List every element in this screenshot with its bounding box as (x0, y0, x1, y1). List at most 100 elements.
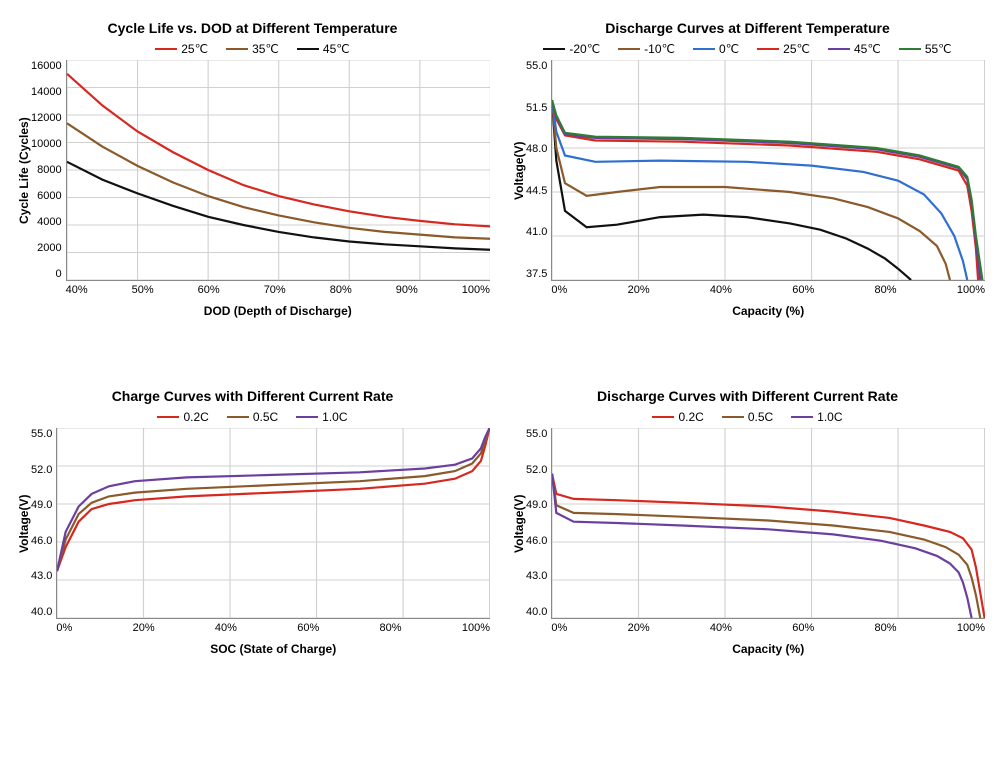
x-tick: 40% (66, 284, 88, 296)
legend-label: 1.0C (817, 410, 842, 424)
y-tick: 2000 (31, 242, 62, 254)
chart-title: Cycle Life vs. DOD at Different Temperat… (15, 20, 490, 36)
legend-swatch (828, 48, 850, 51)
x-tick: 20% (133, 622, 155, 634)
panel-discharge-temp: Discharge Curves at Different Temperatur… (510, 20, 985, 318)
legend-label: 45℃ (323, 42, 350, 56)
x-tick: 100% (957, 284, 985, 296)
legend-label: 0.2C (183, 410, 208, 424)
y-tick: 52.0 (526, 464, 547, 476)
x-tick: 70% (264, 284, 286, 296)
x-tick: 100% (462, 622, 490, 634)
legend-label: 25℃ (783, 42, 810, 56)
x-tick: 40% (710, 622, 732, 634)
legend-label: 0℃ (719, 42, 739, 56)
y-tick: 4000 (31, 216, 62, 228)
legend-item: 35℃ (226, 42, 279, 56)
x-axis-ticks: 0% 20% 40% 60% 80% 100% (56, 622, 490, 634)
legend-swatch (899, 48, 921, 51)
series-line (57, 428, 490, 571)
y-tick: 14000 (31, 86, 62, 98)
panel-cycle-life: Cycle Life vs. DOD at Different Temperat… (15, 20, 490, 318)
x-tick: 100% (957, 622, 985, 634)
discharge-temp-legend: -20℃ -10℃ 0℃ 25℃ 45℃ 55℃ (510, 42, 985, 56)
y-tick: 41.0 (526, 226, 547, 238)
y-axis-label: Voltage(V) (510, 428, 526, 619)
y-tick: 51.5 (526, 102, 547, 114)
x-tick: 60% (792, 622, 814, 634)
y-axis-ticks: 55.051.548.044.541.037.5 (526, 60, 551, 280)
legend-label: 35℃ (252, 42, 279, 56)
x-tick: 90% (396, 284, 418, 296)
y-tick: 12000 (31, 112, 62, 124)
legend-label: 1.0C (322, 410, 347, 424)
legend-item: 0℃ (693, 42, 739, 56)
chart-title: Charge Curves with Different Current Rat… (15, 388, 490, 404)
panel-discharge-rate: Discharge Curves with Different Current … (510, 388, 985, 686)
x-axis-ticks: 0%20%40%60%80%100% (551, 622, 985, 634)
legend-item: 0.5C (722, 410, 773, 424)
y-tick: 55.0 (31, 428, 52, 440)
legend-swatch (157, 416, 179, 419)
y-tick: 46.0 (526, 535, 547, 547)
legend-swatch (791, 416, 813, 419)
x-tick: 100% (462, 284, 490, 296)
x-tick: 60% (297, 622, 319, 634)
x-axis-ticks: 0%20%40%60%80%100% (551, 284, 985, 296)
legend-label: 0.5C (748, 410, 773, 424)
x-tick: 0% (551, 622, 567, 634)
y-tick: 40.0 (526, 606, 547, 618)
y-tick: 55.0 (526, 60, 547, 72)
y-tick: 37.5 (526, 268, 547, 280)
legend-item: 25℃ (757, 42, 810, 56)
y-tick: 43.0 (526, 570, 547, 582)
y-tick: 49.0 (31, 499, 52, 511)
chart-title: Discharge Curves at Different Temperatur… (510, 20, 985, 36)
series-line (57, 428, 490, 571)
plot-area (551, 428, 985, 619)
legend-swatch (543, 48, 565, 51)
legend-item: -20℃ (543, 42, 600, 56)
legend-label: 55℃ (925, 42, 952, 56)
series-line (552, 100, 911, 280)
legend-item: 1.0C (296, 410, 347, 424)
y-axis-label: Voltage(V) (510, 60, 526, 281)
y-axis-ticks: 1600014000120001000080006000400020000 (31, 60, 66, 280)
x-tick: 40% (710, 284, 732, 296)
y-axis-label: Voltage(V) (15, 428, 31, 619)
x-axis-label: DOD (Depth of Discharge) (66, 304, 490, 318)
y-tick: 40.0 (31, 606, 52, 618)
x-tick: 0% (551, 284, 567, 296)
legend-item: 25℃ (155, 42, 208, 56)
plot-area (56, 428, 490, 619)
series-line (552, 100, 950, 280)
x-tick: 0% (56, 622, 72, 634)
y-tick: 49.0 (526, 499, 547, 511)
legend-swatch (155, 48, 177, 51)
legend-swatch (297, 48, 319, 51)
legend-label: -10℃ (644, 42, 675, 56)
legend-swatch (693, 48, 715, 51)
plot-area (551, 60, 985, 281)
series-line (552, 474, 985, 618)
x-tick: 50% (132, 284, 154, 296)
y-tick: 16000 (31, 60, 62, 72)
legend-label: 0.2C (678, 410, 703, 424)
legend-label: 0.5C (253, 410, 278, 424)
y-tick: 8000 (31, 164, 62, 176)
legend-label: -20℃ (569, 42, 600, 56)
x-tick: 20% (628, 622, 650, 634)
x-tick: 40% (215, 622, 237, 634)
x-axis-label: SOC (State of Charge) (56, 642, 490, 656)
y-tick: 52.0 (31, 464, 52, 476)
legend-label: 45℃ (854, 42, 881, 56)
x-axis-label: Capacity (%) (551, 642, 985, 656)
x-tick: 80% (380, 622, 402, 634)
legend-item: 55℃ (899, 42, 952, 56)
legend-item: 0.2C (652, 410, 703, 424)
x-tick: 20% (628, 284, 650, 296)
legend-item: 0.5C (227, 410, 278, 424)
charge-rate-legend: 0.2C 0.5C 1.0C (15, 410, 490, 424)
y-tick: 0 (31, 268, 62, 280)
legend-swatch (226, 48, 248, 51)
